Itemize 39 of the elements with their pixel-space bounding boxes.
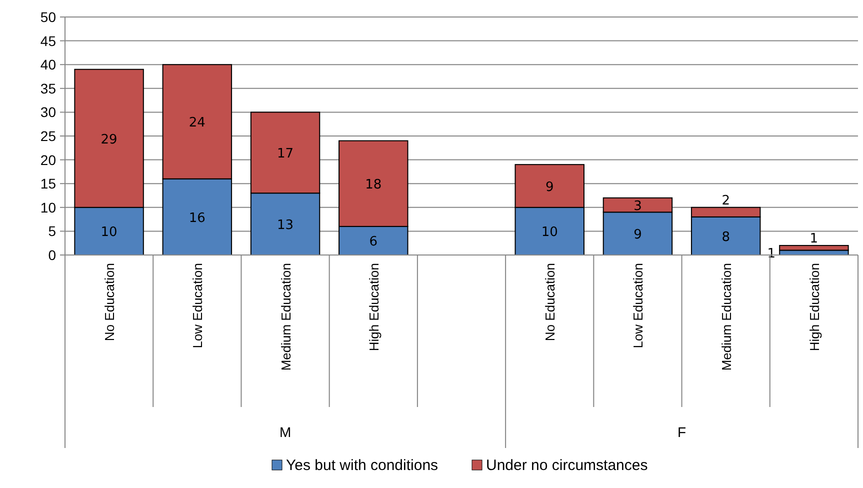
x-tick-label: Medium Education [718, 263, 734, 371]
legend-label: Yes but with conditions [286, 457, 438, 474]
y-tick-label: 0 [48, 247, 56, 263]
y-tick-label: 35 [40, 80, 56, 96]
text: M [279, 424, 292, 440]
data-label: 1 [810, 231, 818, 246]
y-tick-label: 5 [48, 223, 56, 240]
legend-label: Under no circumstances [486, 457, 648, 474]
data-label: 24 [188, 116, 206, 131]
x-tick-label: No Education [102, 263, 118, 342]
data-label: 10 [541, 225, 558, 240]
text: F [677, 424, 686, 440]
data-label: 9 [634, 228, 642, 243]
y-tick-label: 30 [40, 104, 56, 120]
data-label: 18 [365, 178, 382, 193]
bar [779, 244, 849, 251]
x-tick-label: Medium Education [278, 263, 294, 371]
data-label: 8 [722, 230, 730, 245]
y-tick-label: 45 [40, 32, 56, 49]
data-label: 29 [100, 132, 118, 148]
data-label: 13 [277, 218, 294, 234]
data-label: 9 [545, 180, 554, 195]
x-tick-label: Low Education [630, 263, 646, 348]
x-tick-label: No Education [542, 263, 558, 342]
data-label: 16 [188, 210, 206, 226]
y-tick-label: 40 [40, 56, 56, 73]
y-tick-label: 20 [40, 152, 56, 168]
x-tick-label: High Education [806, 263, 822, 352]
x-tick-label: Low Education [190, 263, 206, 348]
data-label: 6 [369, 234, 378, 250]
data-label: 17 [277, 146, 294, 162]
data-label: 2 [722, 193, 730, 208]
y-tick-label: 50 [40, 9, 56, 25]
y-tick-label: 15 [40, 176, 56, 192]
data-label: 10 [100, 225, 118, 240]
x-tick-label: High Education [366, 263, 382, 352]
y-tick-label: 25 [40, 128, 56, 144]
data-label: 3 [634, 199, 642, 214]
y-tick-label: 10 [40, 199, 56, 216]
